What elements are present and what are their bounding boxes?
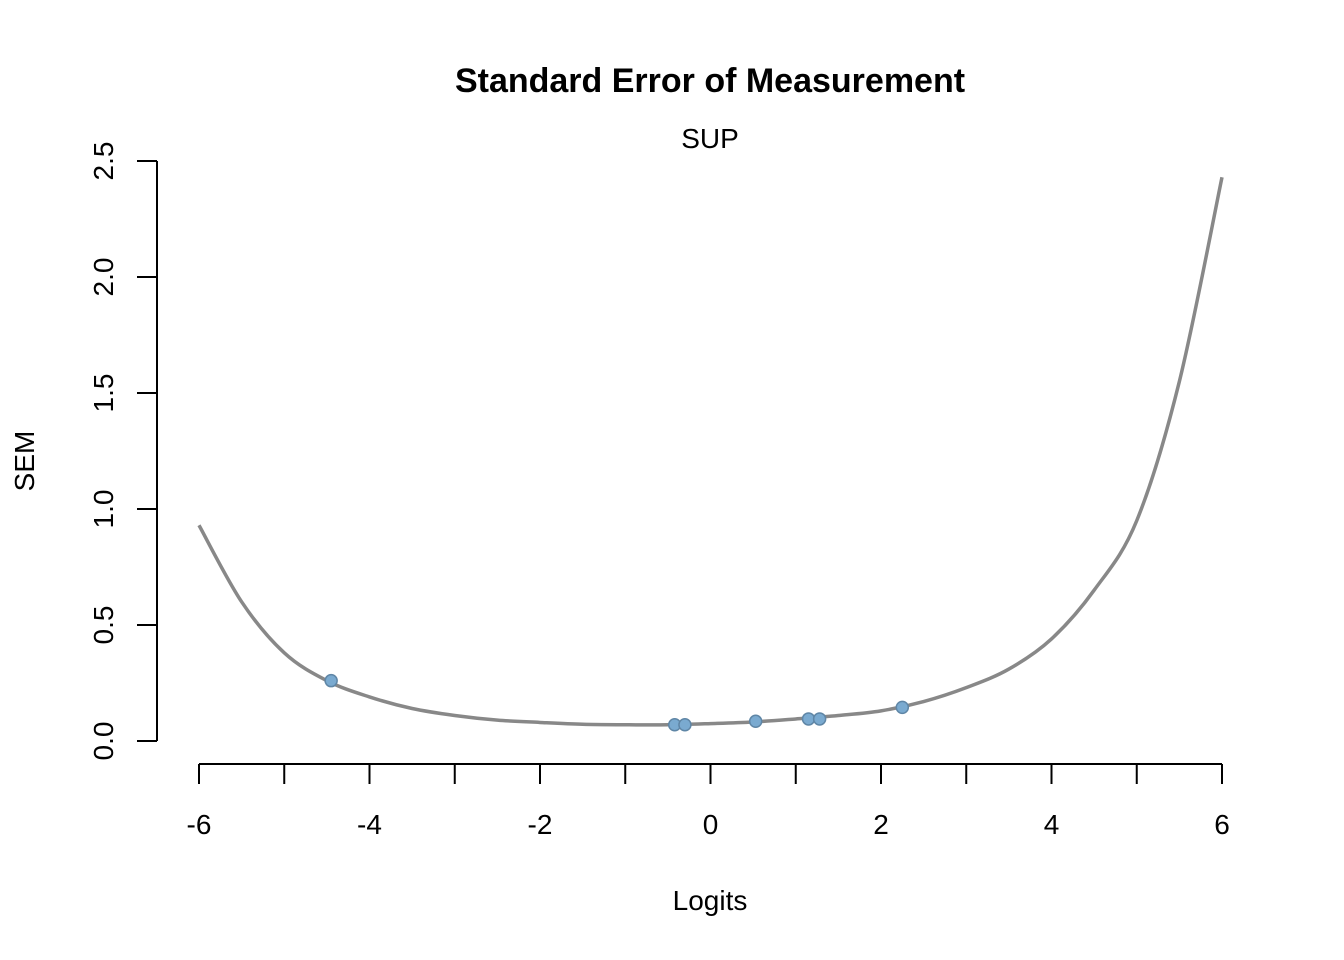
item-point (801, 712, 816, 726)
x-tick-label: 2 (873, 809, 889, 840)
item-point (812, 712, 827, 726)
y-tick-label: 0.0 (88, 722, 119, 761)
y-tick-label: 1.0 (88, 490, 119, 529)
x-tick-label: -6 (187, 809, 212, 840)
x-tick-label: -2 (528, 809, 553, 840)
y-tick-label: 2.0 (88, 258, 119, 297)
item-point (748, 714, 763, 729)
x-axis-label: Logits (673, 885, 748, 916)
x-tick-label: 6 (1214, 809, 1230, 840)
item-point (324, 673, 338, 688)
item-point (678, 718, 692, 732)
sem-series (197, 176, 1224, 727)
item-point (895, 700, 910, 715)
y-tick-label: 2.5 (88, 142, 119, 181)
y-axis: 0.0 0.5 1.0 1.5 2.0 2.5 (88, 142, 158, 761)
x-tick-label: 0 (703, 809, 719, 840)
x-tick-label: 4 (1044, 809, 1060, 840)
chart-title: Standard Error of Measurement (455, 62, 965, 100)
x-tick-label: -4 (357, 809, 382, 840)
y-axis-label: SEM (9, 431, 40, 492)
y-tick-label: 0.5 (88, 606, 119, 645)
item-markers (324, 673, 910, 732)
sem-curve (197, 176, 1224, 727)
x-axis: -6 -4 -2 0 2 4 6 (187, 763, 1230, 840)
y-tick-label: 1.5 (88, 374, 119, 413)
chart-subtitle: SUP (681, 123, 739, 154)
